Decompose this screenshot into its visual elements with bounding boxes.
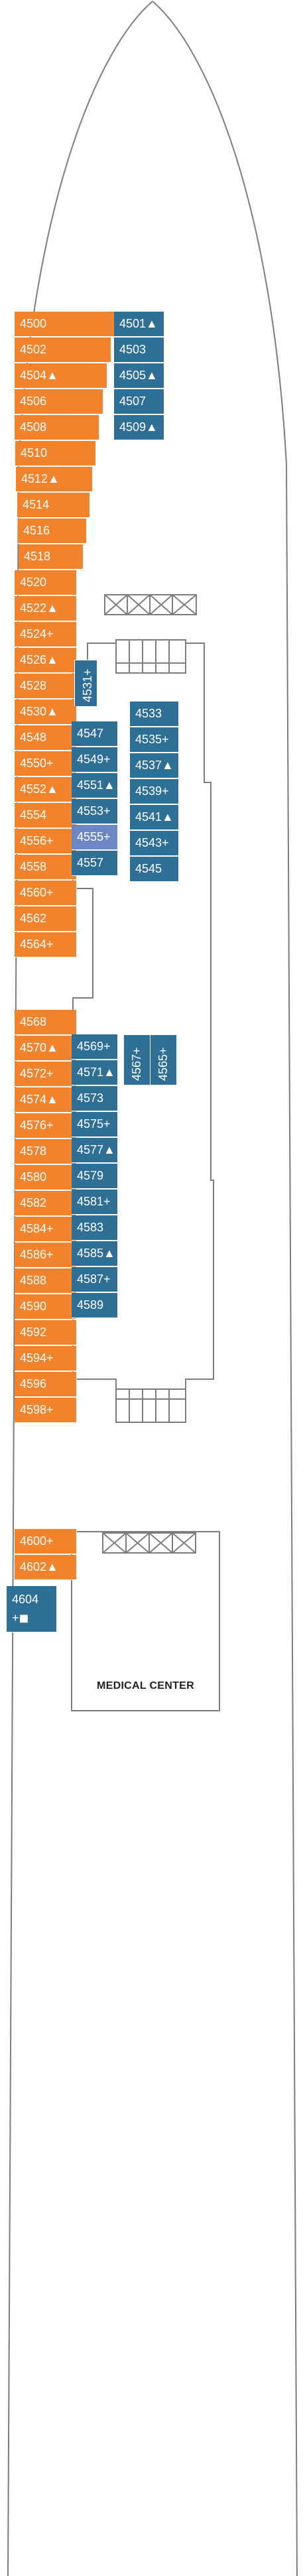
cabin-4581[interactable]: 4581+ xyxy=(72,1190,118,1215)
cabin-4584[interactable]: 4584+ xyxy=(15,1217,77,1242)
cabin-4550[interactable]: 4550+ xyxy=(15,751,77,776)
cabin-4522[interactable]: 4522▲ xyxy=(15,596,77,621)
cabin-4507[interactable]: 4507 xyxy=(114,389,164,414)
medical-center-label: MEDICAL CENTER xyxy=(96,1680,195,1691)
cabin-4604[interactable]: 4604 +◼ xyxy=(7,1586,57,1632)
cabin-4577[interactable]: 4577▲ xyxy=(72,1138,118,1163)
cabin-4564[interactable]: 4564+ xyxy=(15,932,77,957)
cabin-4549[interactable]: 4549+ xyxy=(72,747,118,772)
cabin-4556[interactable]: 4556+ xyxy=(15,829,77,854)
cabin-4535[interactable]: 4535+ xyxy=(130,727,179,753)
cabin-4562[interactable]: 4562 xyxy=(15,906,77,932)
cabin-4572[interactable]: 4572+ xyxy=(15,1062,77,1087)
cabin-4501[interactable]: 4501▲ xyxy=(114,312,164,337)
cabin-4586[interactable]: 4586+ xyxy=(15,1243,77,1268)
cabin-4524[interactable]: 4524+ xyxy=(15,622,77,647)
cabin-4533[interactable]: 4533 xyxy=(130,702,179,727)
cabin-4504[interactable]: 4504▲ xyxy=(15,363,107,389)
cabin-4580[interactable]: 4580 xyxy=(15,1165,77,1190)
cabin-4575[interactable]: 4575+ xyxy=(72,1112,118,1137)
aft-elevators xyxy=(102,1532,196,1554)
cabin-4545[interactable]: 4545 xyxy=(130,857,179,882)
cabin-4576[interactable]: 4576+ xyxy=(15,1113,77,1138)
cabin-4602[interactable]: 4602▲ xyxy=(15,1555,77,1580)
cabin-4539[interactable]: 4539+ xyxy=(130,779,179,804)
medical-center-room xyxy=(71,1531,220,1711)
cabin-4574[interactable]: 4574▲ xyxy=(15,1087,77,1113)
cabin-4578[interactable]: 4578 xyxy=(15,1139,77,1164)
cabin-4526[interactable]: 4526▲ xyxy=(15,648,77,673)
cabin-4509[interactable]: 4509▲ xyxy=(114,415,164,440)
cabin-4530[interactable]: 4530▲ xyxy=(15,700,77,725)
cabin-4555[interactable]: 4555+ xyxy=(72,825,118,850)
cabin-4579[interactable]: 4579 xyxy=(72,1164,118,1189)
cabin-4569[interactable]: 4569+ xyxy=(72,1034,118,1060)
cabin-4596[interactable]: 4596 xyxy=(15,1372,77,1397)
cabin-4594[interactable]: 4594+ xyxy=(15,1346,77,1371)
cabin-4560[interactable]: 4560+ xyxy=(15,881,77,906)
cabin-4557[interactable]: 4557 xyxy=(72,851,118,876)
cabin-4502[interactable]: 4502 xyxy=(15,337,111,363)
cabin-4558[interactable]: 4558 xyxy=(15,855,77,880)
cabin-4551[interactable]: 4551▲ xyxy=(72,773,118,798)
cabin-4552[interactable]: 4552▲ xyxy=(15,777,77,802)
cabin-4571[interactable]: 4571▲ xyxy=(72,1060,118,1085)
cabin-4592[interactable]: 4592 xyxy=(15,1320,77,1345)
forward-stairs xyxy=(115,639,186,674)
cabin-4518[interactable]: 4518 xyxy=(19,544,84,570)
cabin-4543[interactable]: 4543+ xyxy=(130,831,179,856)
cabin-4508[interactable]: 4508 xyxy=(15,415,99,440)
cabin-4503[interactable]: 4503 xyxy=(114,337,164,363)
cabin-4573[interactable]: 4573 xyxy=(72,1086,118,1111)
cabin-4568[interactable]: 4568 xyxy=(15,1010,77,1035)
aft-stairs xyxy=(115,1388,186,1423)
cabin-4537[interactable]: 4537▲ xyxy=(130,753,179,778)
cabin-4531[interactable]: 4531+ xyxy=(74,660,97,706)
cabin-4570[interactable]: 4570▲ xyxy=(15,1036,77,1061)
forward-elevators xyxy=(104,594,197,615)
cabin-4553[interactable]: 4553+ xyxy=(72,799,118,824)
cabin-4505[interactable]: 4505▲ xyxy=(114,363,164,389)
cabin-4520[interactable]: 4520 xyxy=(15,570,77,595)
cabin-4541[interactable]: 4541▲ xyxy=(130,805,179,830)
cabin-4548[interactable]: 4548 xyxy=(15,725,77,751)
cabin-4583[interactable]: 4583 xyxy=(72,1215,118,1241)
cabin-4600[interactable]: 4600+ xyxy=(15,1529,77,1554)
cabin-4528[interactable]: 4528 xyxy=(15,674,77,699)
cabin-4565[interactable]: 4565+ xyxy=(150,1034,176,1085)
cabin-4510[interactable]: 4510 xyxy=(15,441,96,466)
cabin-4547[interactable]: 4547 xyxy=(72,721,118,747)
cabin-4506[interactable]: 4506 xyxy=(15,389,103,414)
cabin-4514[interactable]: 4514 xyxy=(17,493,90,518)
cabin-4589[interactable]: 4589 xyxy=(72,1293,118,1318)
cabin-4512[interactable]: 4512▲ xyxy=(16,467,93,492)
cabin-4585[interactable]: 4585▲ xyxy=(72,1241,118,1266)
cabin-4588[interactable]: 4588 xyxy=(15,1268,77,1294)
cabin-4590[interactable]: 4590 xyxy=(15,1294,77,1319)
cabin-4587[interactable]: 4587+ xyxy=(72,1267,118,1292)
cabin-4500[interactable]: 4500 xyxy=(15,312,115,337)
cabin-4598[interactable]: 4598+ xyxy=(15,1398,77,1423)
cabin-4567[interactable]: 4567+ xyxy=(123,1034,150,1085)
cabin-4554[interactable]: 4554 xyxy=(15,803,77,828)
cabin-4516[interactable]: 4516 xyxy=(18,519,87,544)
cabin-4582[interactable]: 4582 xyxy=(15,1191,77,1216)
